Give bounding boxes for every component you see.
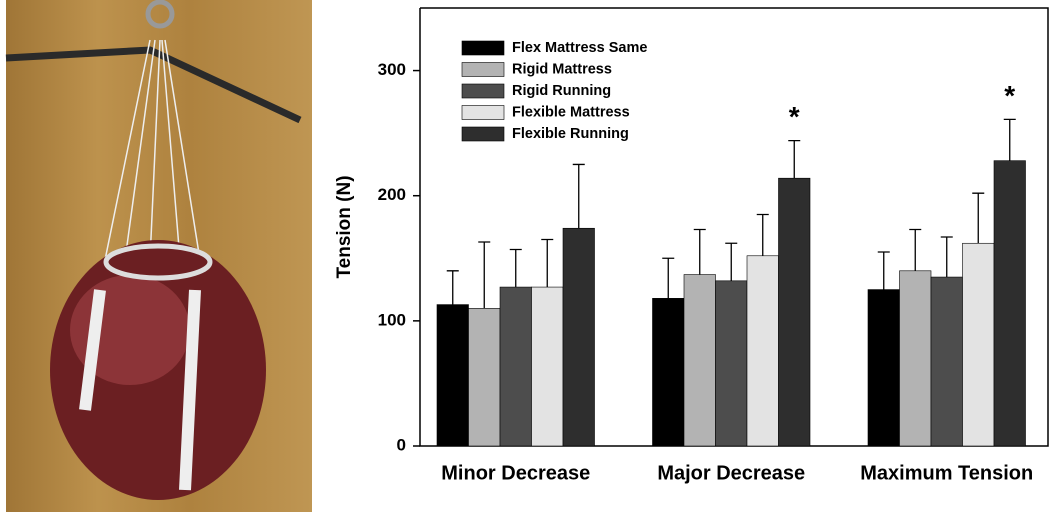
x-tick-label: Major Decrease bbox=[657, 462, 805, 484]
legend-label: Flexible Running bbox=[512, 126, 629, 142]
y-tick-label: 300 bbox=[378, 60, 406, 79]
error-bar bbox=[940, 236, 953, 278]
bar bbox=[715, 280, 748, 447]
bar bbox=[468, 308, 501, 447]
bar bbox=[531, 286, 564, 447]
chart: Tension (N) 0 100 200 300 Minor Decrease Majo… bbox=[334, 7, 1049, 484]
error-bar bbox=[788, 140, 801, 179]
bar bbox=[683, 274, 716, 447]
y-axis-label: Tension (N) bbox=[334, 175, 355, 278]
bar bbox=[993, 160, 1026, 447]
legend-swatch bbox=[461, 40, 505, 56]
y-tick-label: 0 bbox=[397, 435, 406, 454]
error-bar bbox=[972, 192, 985, 244]
error-bar bbox=[877, 251, 890, 290]
sutures bbox=[104, 39, 201, 261]
error-bar bbox=[725, 242, 738, 281]
legend-label: Flex Mattress Same bbox=[512, 40, 647, 56]
error-bar bbox=[572, 163, 585, 229]
bar bbox=[652, 298, 685, 447]
legend-label: Rigid Running bbox=[512, 83, 611, 99]
error-bar bbox=[446, 270, 459, 305]
plot-frame bbox=[419, 7, 1049, 447]
legend-swatch bbox=[461, 126, 505, 142]
bar bbox=[930, 276, 963, 447]
bar bbox=[778, 177, 811, 447]
bar bbox=[499, 286, 532, 447]
bar bbox=[867, 289, 900, 447]
error-bar bbox=[509, 248, 522, 288]
straps bbox=[79, 289, 201, 491]
y-tick-label: 200 bbox=[378, 185, 406, 204]
error-bar bbox=[1003, 118, 1016, 161]
ring bbox=[103, 243, 213, 281]
bar bbox=[746, 255, 779, 447]
legend-swatch bbox=[461, 83, 505, 99]
error-bar bbox=[909, 228, 922, 271]
error-bar bbox=[693, 228, 706, 275]
photo bbox=[5, 0, 312, 512]
legend-swatch bbox=[461, 105, 505, 120]
error-bar bbox=[662, 257, 675, 299]
x-tick-label: Minor Decrease bbox=[441, 462, 590, 484]
error-bar bbox=[478, 241, 491, 309]
legend-swatch bbox=[461, 62, 505, 77]
hook bbox=[145, 0, 175, 29]
bar bbox=[899, 270, 932, 447]
bar bbox=[436, 304, 469, 447]
error-bar bbox=[756, 213, 769, 256]
x-tick-label: Maximum Tension bbox=[860, 462, 1033, 484]
significance-mark: * bbox=[789, 101, 800, 132]
significance-mark: * bbox=[1004, 80, 1015, 111]
legend-label: Flexible Mattress bbox=[512, 104, 630, 120]
error-bar bbox=[541, 238, 554, 288]
bar bbox=[562, 227, 595, 447]
wire bbox=[5, 46, 302, 124]
y-tick-label: 100 bbox=[378, 310, 406, 329]
legend-label: Rigid Mattress bbox=[512, 61, 612, 77]
bar bbox=[962, 242, 995, 447]
